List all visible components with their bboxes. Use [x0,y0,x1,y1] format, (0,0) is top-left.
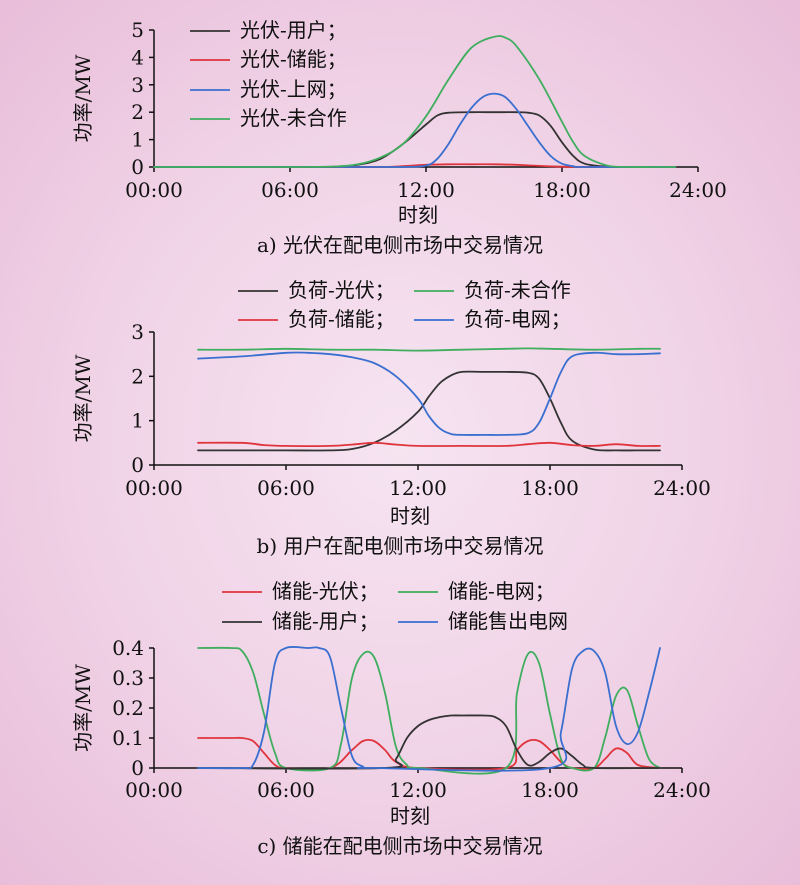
y-tick-label: 3 [131,73,144,97]
x-axis-label: 时刻 [398,203,438,227]
legend-label: 光伏-用户； [240,18,347,42]
legend-label: 负荷-光伏； [288,278,395,302]
series-line-4 [197,347,661,352]
legend-label: 负荷-未合作 [464,278,571,302]
legend-label: 光伏-未合作 [240,106,347,130]
series-line-3 [153,92,677,168]
y-tick-label: 0.1 [112,726,144,750]
series-line-1 [153,111,677,168]
x-tick-label: 18:00 [533,178,591,202]
chart-panel-1: 0 1 2 3 4 5 00:00 06:00 12:00 18:00 24:00 时刻 功率/MW a)… [71,18,727,257]
series-line-3 [197,714,661,770]
series-line-1 [197,370,661,452]
panel-caption: b) 用户在配电侧市场中交易情况 [257,534,544,558]
y-tick-label: 0 [131,453,144,477]
panel-caption: c) 储能在配电侧市场中交易情况 [257,834,542,858]
legend-label: 储能-用户； [272,609,379,633]
x-tick-label: 18:00 [521,778,579,802]
y-tick-label: 4 [131,45,144,69]
x-axis-label: 时刻 [390,804,430,828]
series-line-1 [197,736,661,771]
legend-label: 光伏-储能； [240,47,347,71]
y-axis-label: 功率/MW [71,54,95,142]
series-line-4 [153,35,677,168]
y-axis-label: 功率/MW [71,664,95,752]
y-tick-label: 1 [131,409,144,433]
x-tick-label: 24:00 [669,178,727,202]
y-tick-label: 0.2 [112,696,144,720]
y-tick-label: 0 [131,155,144,179]
x-tick-label: 24:00 [653,778,711,802]
x-tick-label: 06:00 [257,476,315,500]
x-tick-label: 18:00 [521,476,579,500]
x-tick-label: 12:00 [397,178,455,202]
y-axis-label: 功率/MW [71,354,95,442]
y-tick-label: 0.3 [112,666,144,690]
y-tick-label: 5 [131,18,144,42]
x-tick-label: 00:00 [125,476,183,500]
legend-label: 储能-光伏； [272,579,379,603]
x-tick-label: 06:00 [261,178,319,202]
y-tick-label: 1 [131,128,144,152]
y-tick-label: 0.4 [112,636,144,660]
x-tick-label: 06:00 [257,778,315,802]
chart-panel-3: 0 0.1 0.2 0.3 0.4 00:00 06:00 12:00 18:00 24:00 时刻… [71,579,711,858]
series-line-2 [197,646,661,775]
y-tick-label: 3 [131,320,144,344]
legend-label: 光伏-上网； [240,77,347,101]
legend-label: 负荷-电网； [464,307,571,331]
legend-label: 储能-电网； [448,579,555,603]
series-line-2 [197,441,661,447]
x-tick-label: 12:00 [389,778,447,802]
x-tick-label: 00:00 [125,778,183,802]
series-line-3 [197,351,661,436]
panel-caption: a) 光伏在配电侧市场中交易情况 [257,233,543,257]
x-tick-label: 00:00 [125,178,183,202]
legend-label: 储能售出电网 [448,609,568,633]
x-tick-label: 12:00 [389,476,447,500]
y-tick-label: 2 [131,364,144,388]
chart-panel-2: 0 1 2 3 00:00 06:00 12:00 18:00 24:00 时刻 功率/MW b) 用… [71,278,711,558]
x-tick-label: 24:00 [653,476,711,500]
y-tick-label: 2 [131,100,144,124]
y-tick-label: 0 [131,756,144,780]
legend-label: 负荷-储能； [288,307,395,331]
series-line-4 [197,646,661,772]
x-axis-label: 时刻 [390,504,430,528]
